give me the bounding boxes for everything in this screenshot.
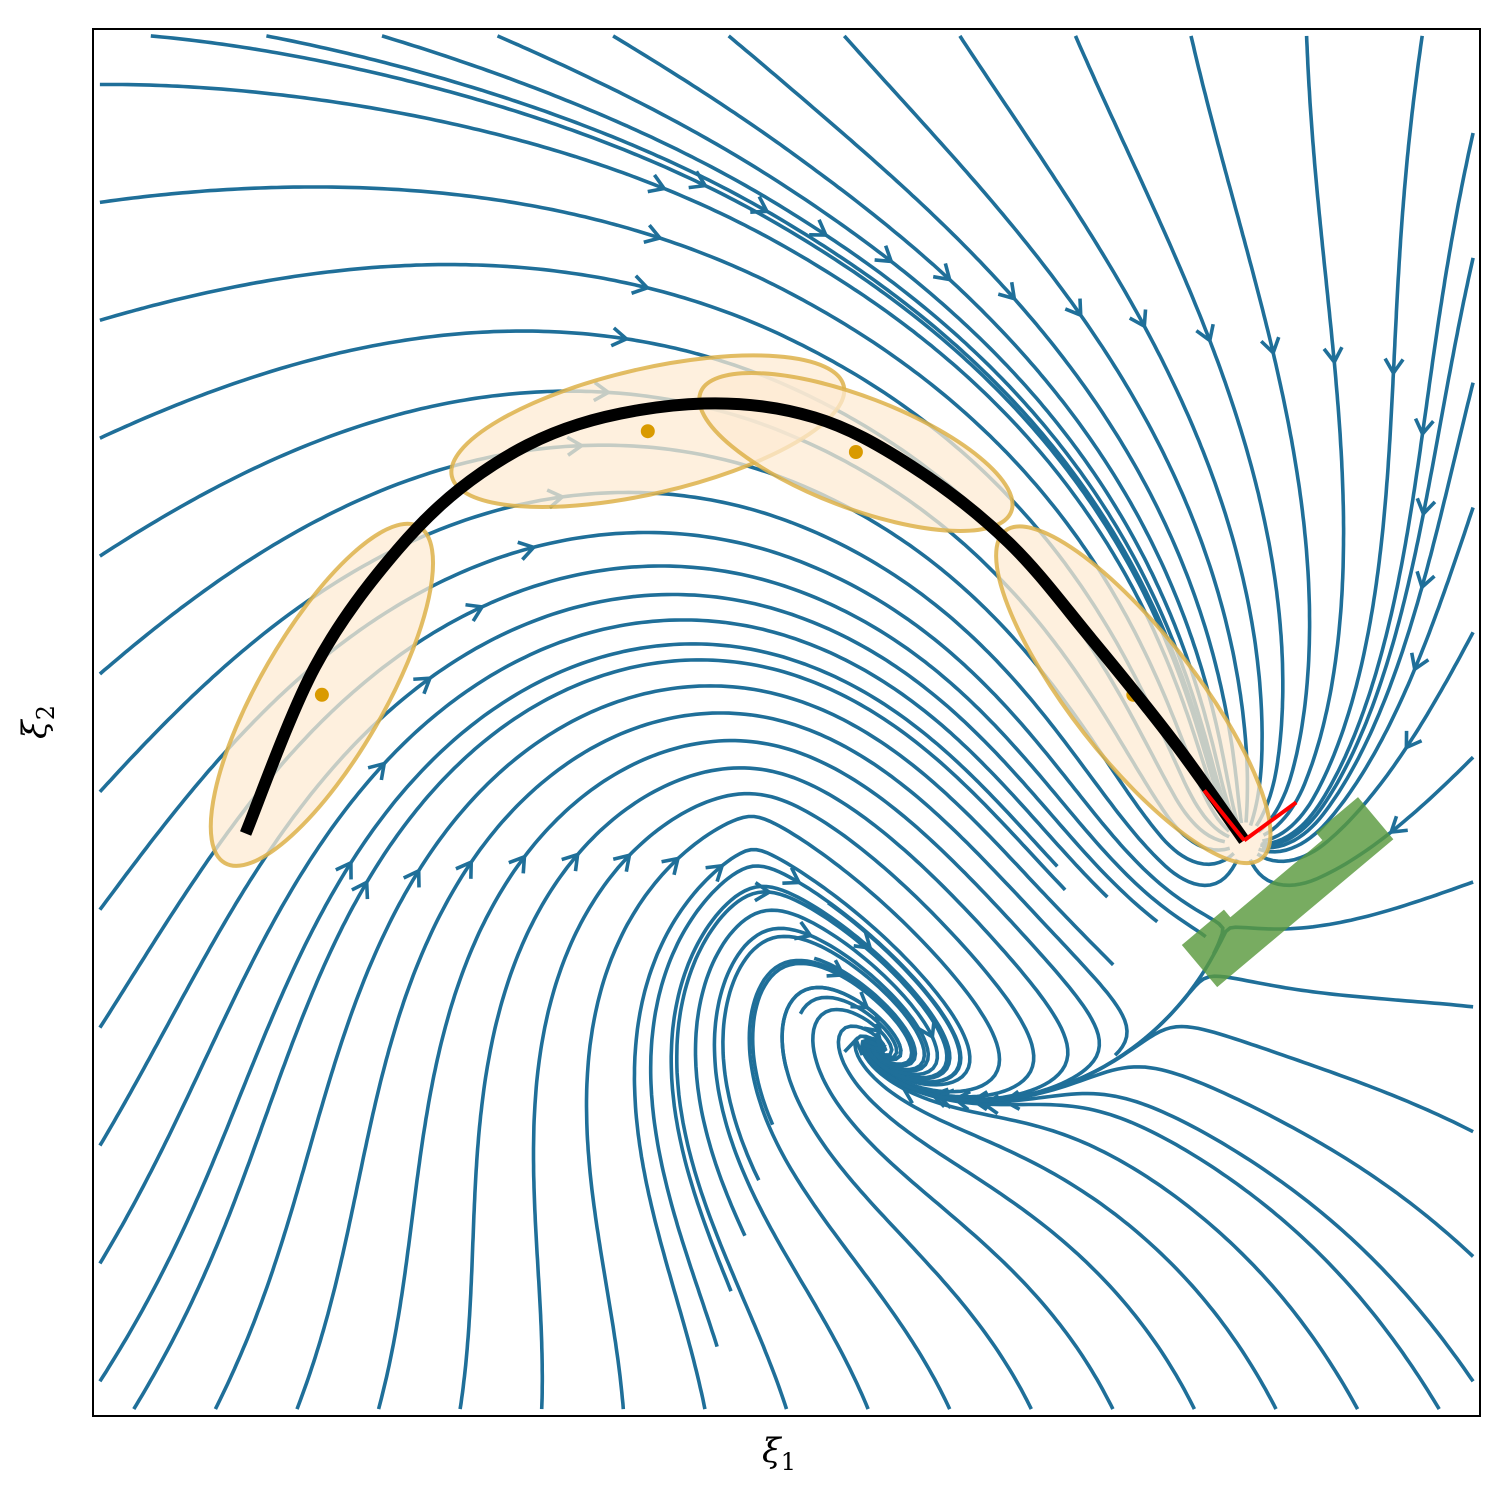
streamline-19 (98, 592, 1159, 1147)
streamline-arrow-33 (932, 262, 953, 282)
streamline-arrow-50 (1415, 497, 1437, 518)
demonstration-trajectory (240, 397, 1250, 844)
streamline-arrow-41 (1001, 1089, 1021, 1111)
streamline-39 (1262, 35, 1346, 837)
streamline-arrow-4 (561, 852, 580, 872)
streamline-arrow-35 (1064, 298, 1083, 318)
streamline-arrow-7 (705, 863, 725, 883)
streamline-arrow-19 (413, 676, 433, 695)
streamline-arrow-52 (782, 866, 802, 885)
streamline-5 (531, 791, 1036, 1410)
streamline-arrow-10 (826, 959, 847, 978)
gaussian-center-0 (314, 687, 329, 702)
streamline-arrow-27 (643, 223, 664, 244)
streamline-4 (458, 766, 1070, 1410)
streamline-33 (612, 34, 1240, 823)
streamline-arrow-48 (1409, 652, 1430, 673)
plot-frame (92, 28, 1481, 1417)
streamline-arrow-3 (508, 854, 527, 874)
streamline-arrow-26 (630, 274, 651, 295)
streamline-arrow-36 (1128, 309, 1148, 330)
x-axis-label: ξ1 (762, 1431, 796, 1476)
streamline-arrow-1 (402, 867, 421, 888)
streamline-arrow-45 (969, 1090, 989, 1112)
streamline-arrow-20 (465, 602, 486, 622)
streamline-38 (1189, 35, 1312, 834)
streamline-3 (376, 738, 1102, 1410)
streamline-17 (98, 642, 1059, 1383)
streamline-arrow-51 (1413, 417, 1435, 438)
gaussian-center-2 (848, 445, 863, 459)
streamline-29 (150, 34, 1235, 828)
streamline-arrow-2 (455, 859, 474, 879)
streamline-arrow-49 (1415, 570, 1436, 591)
streamline-arrow-28 (647, 173, 668, 194)
streamline-31 (381, 34, 1236, 827)
streamline-18 (98, 618, 1109, 1265)
streamline-45 (862, 880, 1474, 1103)
target-bracket (1181, 797, 1394, 988)
streamline-arrow-31 (809, 219, 829, 237)
streamline-arrow-0 (351, 879, 370, 900)
streamline-arrow-38 (1259, 336, 1281, 357)
streamline-49 (1261, 382, 1475, 850)
frame-axis-2 (1243, 800, 1298, 843)
streamline-36 (958, 34, 1264, 827)
streamline-arrow-5 (612, 852, 632, 872)
streamline-arrow-18 (367, 761, 387, 781)
streamline-arrow-21 (517, 540, 537, 561)
streamline-arrow-39 (1322, 346, 1344, 366)
frame-axis-1 (1202, 789, 1246, 842)
streamline-35 (842, 34, 1250, 823)
streamline-arrow-17 (335, 859, 353, 880)
streamline-arrow-37 (1195, 323, 1215, 344)
streamline-arrow-46 (1388, 815, 1408, 835)
streamline-50 (1260, 257, 1475, 848)
target-frame (1181, 789, 1394, 988)
y-axis-label: ξ2 (15, 705, 60, 739)
streamline-0 (132, 658, 1067, 1411)
streamline-32 (496, 34, 1238, 827)
streamline-2 (295, 711, 1129, 1410)
streamline-arrow-25 (610, 326, 630, 348)
streamline-arrow-53 (853, 931, 873, 951)
streamline-arrow-32 (874, 245, 894, 264)
streamline-40 (1261, 35, 1424, 843)
streamline-arrow-40 (1383, 357, 1405, 377)
streamline-11 (780, 985, 1033, 1410)
streamline-34 (727, 34, 1244, 824)
streamline-arrow-30 (750, 195, 770, 214)
streamline-22 (98, 490, 1240, 888)
streamline-37 (1073, 35, 1285, 827)
streamline-1 (213, 684, 1115, 1410)
trajectory-line (240, 397, 1250, 844)
streamline-6 (584, 814, 1002, 1410)
streamline-arrow-34 (997, 281, 1017, 302)
streamline-12 (810, 1007, 1115, 1410)
streamline-arrow-54 (917, 1020, 936, 1040)
streamline-arrow-6 (661, 856, 681, 876)
streamline-30 (266, 34, 1234, 825)
streamline-arrow-14 (843, 1036, 864, 1056)
streamline-arrow-60 (862, 1032, 882, 1053)
streamline-28 (99, 82, 1222, 809)
streamline-51 (1261, 132, 1475, 846)
gaussian-center-1 (640, 424, 655, 439)
streamline-arrow-47 (1404, 730, 1423, 751)
